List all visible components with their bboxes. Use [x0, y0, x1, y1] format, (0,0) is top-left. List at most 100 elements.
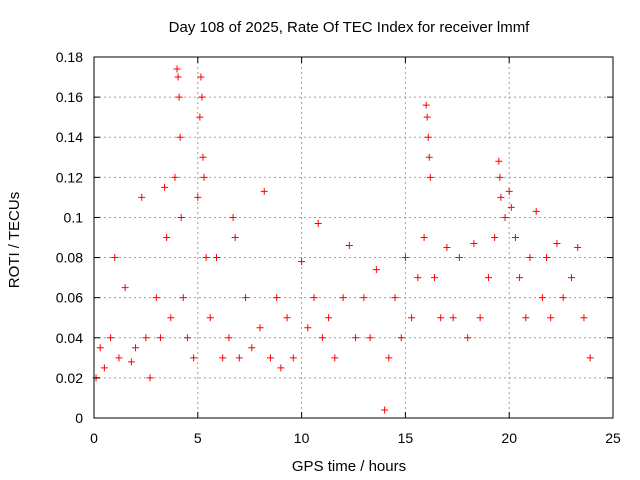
data-point	[345, 242, 353, 250]
data-point	[580, 314, 588, 322]
data-point	[511, 234, 519, 241]
data-point	[146, 374, 154, 382]
data-point	[420, 234, 428, 241]
data-point	[206, 314, 214, 322]
data-point	[177, 213, 185, 221]
data-point	[372, 266, 380, 274]
data-point	[352, 334, 360, 342]
data-point	[397, 334, 405, 342]
data-point	[175, 93, 183, 101]
data-point	[423, 113, 431, 121]
y-tick-label: 0.18	[56, 49, 83, 65]
y-axis-label: ROTI / TECUs	[6, 192, 23, 288]
data-point	[183, 334, 191, 342]
data-point	[212, 254, 220, 262]
data-point	[408, 314, 416, 322]
data-point	[497, 193, 505, 201]
data-point	[425, 153, 433, 161]
data-point	[516, 274, 524, 282]
plot-frame	[93, 56, 614, 419]
data-point	[198, 93, 206, 101]
data-point	[138, 193, 146, 201]
x-tick-label: 5	[194, 430, 202, 446]
data-point	[501, 213, 509, 221]
data-point	[385, 354, 393, 362]
data-point	[325, 314, 333, 322]
data-point	[484, 274, 492, 282]
grid-lines	[94, 57, 613, 418]
data-point	[132, 344, 140, 352]
x-axis-label: GPS time / hours	[292, 458, 406, 475]
data-point	[318, 334, 326, 342]
data-point	[586, 354, 594, 362]
x-tick-label: 10	[294, 430, 310, 446]
data-point	[266, 354, 274, 362]
data-point	[231, 234, 239, 241]
data-point	[273, 294, 281, 302]
data-point	[507, 203, 515, 211]
y-tick-label: 0.12	[56, 169, 83, 185]
data-point	[522, 314, 530, 322]
data-point	[391, 294, 399, 302]
y-tick-label: 0.04	[56, 330, 83, 346]
data-point	[161, 183, 169, 191]
y-tick-label: 0	[75, 410, 83, 426]
data-point	[553, 240, 561, 248]
data-point	[476, 314, 484, 322]
data-point	[173, 65, 181, 73]
x-axis-tick-labels: 0 5 10 15 20 25	[90, 430, 621, 446]
data-point	[194, 193, 202, 201]
data-point	[526, 254, 534, 262]
data-point	[360, 294, 368, 302]
data-point	[219, 354, 227, 362]
x-tick-label: 0	[90, 430, 98, 446]
data-point	[176, 133, 184, 141]
data-point	[167, 314, 175, 322]
data-point	[107, 334, 115, 342]
data-point	[574, 244, 582, 252]
data-point	[491, 234, 499, 241]
data-point	[248, 344, 256, 352]
y-axis-tick-labels: 0 0.02 0.04 0.06 0.08 0.1 0.12 0.14 0.16 0.18	[56, 49, 83, 426]
data-point	[366, 334, 374, 342]
data-point	[430, 274, 438, 282]
x-tick-label: 15	[398, 430, 414, 446]
data-point	[426, 173, 434, 181]
data-point	[538, 294, 546, 302]
x-tick-label: 25	[605, 430, 621, 446]
data-point	[339, 294, 347, 302]
data-point	[422, 101, 430, 109]
data-point	[464, 334, 472, 342]
data-point	[289, 354, 297, 362]
data-point	[559, 294, 567, 302]
data-point	[142, 334, 150, 342]
data-point	[196, 113, 204, 121]
y-tick-label: 0.14	[56, 129, 83, 145]
data-point	[304, 324, 312, 332]
data-point	[96, 344, 104, 352]
axis-ticks	[93, 56, 614, 419]
data-point	[414, 274, 422, 282]
y-tick-label: 0.06	[56, 290, 83, 306]
data-point	[190, 354, 198, 362]
data-point	[547, 314, 555, 322]
data-point	[298, 258, 306, 266]
data-point	[111, 254, 119, 262]
data-point	[381, 406, 389, 414]
y-tick-label: 0.08	[56, 250, 83, 266]
data-point	[495, 157, 503, 165]
data-point	[567, 274, 575, 282]
data-point	[197, 73, 205, 81]
chart-title: Day 108 of 2025, Rate Of TEC Index for r…	[169, 19, 531, 36]
x-tick-label: 20	[501, 430, 517, 446]
data-point	[235, 354, 243, 362]
data-point	[310, 294, 318, 302]
y-tick-label: 0.1	[64, 209, 84, 225]
data-point	[543, 254, 551, 262]
data-points	[92, 65, 594, 414]
data-point	[505, 187, 513, 195]
data-point	[242, 294, 250, 302]
data-point	[424, 133, 432, 141]
y-tick-label: 0.16	[56, 89, 83, 105]
data-point	[174, 73, 182, 81]
